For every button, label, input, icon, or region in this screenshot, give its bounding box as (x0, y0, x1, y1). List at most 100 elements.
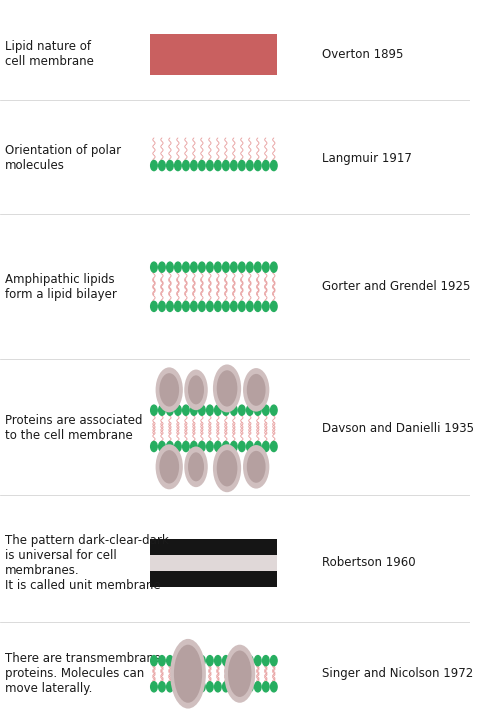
Circle shape (254, 656, 261, 666)
Circle shape (190, 682, 197, 692)
Circle shape (150, 441, 157, 452)
Circle shape (270, 405, 277, 415)
Circle shape (166, 656, 173, 666)
Circle shape (254, 441, 261, 452)
Circle shape (222, 262, 229, 272)
Ellipse shape (156, 444, 183, 489)
Circle shape (174, 262, 181, 272)
Circle shape (182, 682, 189, 692)
Circle shape (262, 160, 269, 171)
Circle shape (158, 656, 165, 666)
Bar (150, 34, 278, 75)
Ellipse shape (170, 639, 206, 709)
Circle shape (246, 682, 253, 692)
Circle shape (270, 301, 277, 311)
Circle shape (270, 160, 277, 171)
Circle shape (190, 160, 197, 171)
Circle shape (238, 441, 245, 452)
Circle shape (246, 405, 253, 415)
Circle shape (254, 405, 261, 415)
Circle shape (214, 301, 221, 311)
Circle shape (246, 441, 253, 452)
Circle shape (238, 656, 245, 666)
Ellipse shape (160, 373, 179, 407)
Circle shape (222, 682, 229, 692)
Ellipse shape (188, 452, 204, 481)
Circle shape (198, 682, 205, 692)
Circle shape (198, 160, 205, 171)
Circle shape (166, 301, 173, 311)
Circle shape (262, 441, 269, 452)
Circle shape (254, 160, 261, 171)
Circle shape (246, 160, 253, 171)
Circle shape (158, 405, 165, 415)
Circle shape (206, 682, 213, 692)
Circle shape (238, 160, 245, 171)
Circle shape (262, 682, 269, 692)
Circle shape (182, 262, 189, 272)
Bar (150, 555, 278, 571)
Circle shape (222, 441, 229, 452)
Circle shape (230, 656, 237, 666)
Circle shape (182, 301, 189, 311)
Circle shape (270, 441, 277, 452)
Circle shape (262, 301, 269, 311)
Text: Langmuir 1917: Langmuir 1917 (322, 152, 412, 165)
Circle shape (182, 441, 189, 452)
Circle shape (150, 262, 157, 272)
Text: Gorter and Grendel 1925: Gorter and Grendel 1925 (322, 280, 470, 293)
Ellipse shape (243, 368, 270, 412)
Bar (150, 539, 278, 555)
Circle shape (230, 301, 237, 311)
Circle shape (206, 405, 213, 415)
Circle shape (254, 262, 261, 272)
Ellipse shape (213, 444, 241, 492)
Ellipse shape (216, 450, 238, 486)
Circle shape (158, 682, 165, 692)
Circle shape (158, 262, 165, 272)
Circle shape (246, 656, 253, 666)
Circle shape (214, 262, 221, 272)
Circle shape (270, 656, 277, 666)
Ellipse shape (156, 367, 183, 412)
Circle shape (174, 441, 181, 452)
Circle shape (214, 160, 221, 171)
Circle shape (230, 405, 237, 415)
Ellipse shape (224, 645, 255, 703)
Circle shape (198, 441, 205, 452)
Circle shape (262, 405, 269, 415)
Circle shape (150, 656, 157, 666)
Circle shape (214, 682, 221, 692)
Circle shape (230, 682, 237, 692)
Circle shape (190, 301, 197, 311)
Circle shape (150, 405, 157, 415)
Ellipse shape (174, 645, 202, 703)
Ellipse shape (228, 650, 252, 697)
Circle shape (158, 301, 165, 311)
Circle shape (206, 262, 213, 272)
Circle shape (174, 405, 181, 415)
Circle shape (262, 656, 269, 666)
Circle shape (198, 405, 205, 415)
Ellipse shape (184, 446, 208, 487)
Circle shape (222, 656, 229, 666)
Circle shape (174, 656, 181, 666)
Circle shape (182, 160, 189, 171)
Ellipse shape (216, 370, 238, 407)
Ellipse shape (243, 445, 270, 489)
Circle shape (206, 656, 213, 666)
Circle shape (182, 656, 189, 666)
Circle shape (198, 301, 205, 311)
Text: Amphipathic lipids
form a lipid bilayer: Amphipathic lipids form a lipid bilayer (4, 273, 116, 301)
Ellipse shape (213, 364, 241, 412)
Circle shape (190, 441, 197, 452)
Circle shape (246, 262, 253, 272)
Circle shape (222, 301, 229, 311)
Circle shape (214, 405, 221, 415)
Circle shape (150, 160, 157, 171)
Circle shape (214, 441, 221, 452)
Circle shape (214, 656, 221, 666)
Bar (150, 571, 278, 587)
Circle shape (206, 160, 213, 171)
Ellipse shape (160, 450, 179, 484)
